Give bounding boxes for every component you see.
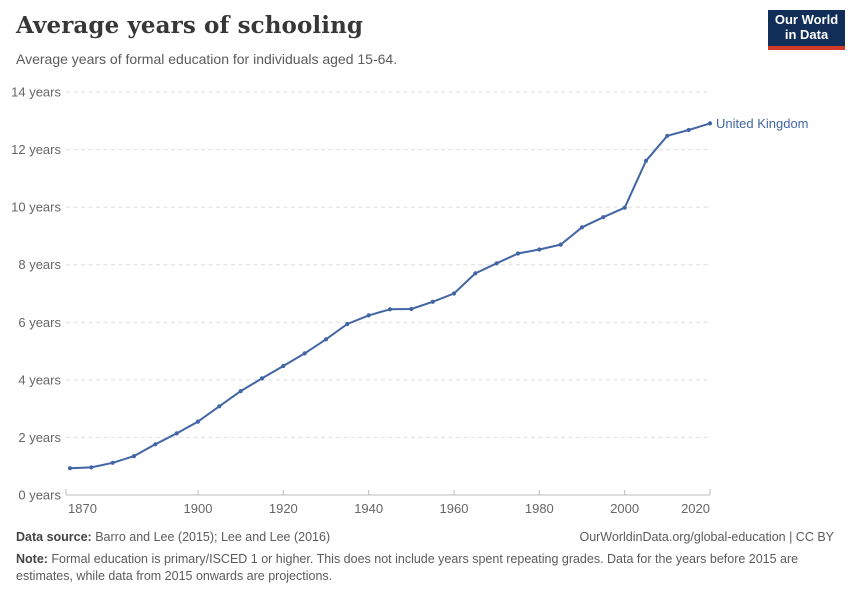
data-point[interactable]	[174, 431, 179, 436]
data-point[interactable]	[217, 404, 222, 409]
data-point[interactable]	[622, 205, 627, 210]
x-tick-label: 1940	[354, 501, 383, 516]
data-source-text: Barro and Lee (2015); Lee and Lee (2016)	[91, 530, 331, 544]
x-tick-label: 1960	[440, 501, 469, 516]
data-point[interactable]	[451, 291, 457, 296]
data-point[interactable]	[110, 460, 115, 465]
y-tick-label: 4 years	[18, 372, 61, 387]
x-tick-label: 1980	[525, 501, 554, 516]
data-point[interactable]	[558, 242, 563, 247]
credit-link[interactable]: OurWorldinData.org/global-education | CC…	[579, 530, 834, 544]
data-point[interactable]	[537, 247, 542, 252]
data-point[interactable]	[579, 225, 585, 230]
data-point[interactable]	[601, 215, 606, 220]
data-point[interactable]	[323, 337, 329, 342]
y-tick-label: 8 years	[18, 257, 61, 272]
page-title: Average years of schooling	[16, 12, 364, 39]
chart-note-label: Note:	[16, 552, 48, 566]
data-point[interactable]	[238, 389, 243, 394]
entity-label[interactable]: United Kingdom	[716, 116, 809, 131]
data-source: Data source: Barro and Lee (2015); Lee a…	[16, 530, 330, 544]
data-point[interactable]	[259, 376, 265, 381]
y-tick-label: 2 years	[18, 430, 61, 445]
data-point[interactable]	[89, 465, 94, 470]
data-point[interactable]	[409, 306, 414, 312]
data-point[interactable]	[473, 271, 478, 276]
data-point[interactable]	[67, 466, 73, 471]
chart-note: Note: Formal education is primary/ISCED …	[16, 551, 834, 584]
y-tick-label: 10 years	[11, 200, 61, 215]
data-point[interactable]	[430, 299, 435, 304]
chart-note-text: Formal education is primary/ISCED 1 or h…	[16, 552, 799, 583]
owid-logo-line1: Our World	[774, 12, 839, 28]
owid-logo-line2: in Data	[784, 27, 829, 42]
data-point[interactable]	[131, 454, 137, 459]
data-line[interactable]	[69, 122, 711, 470]
data-point[interactable]	[515, 251, 521, 256]
x-tick-label: 1870	[68, 501, 97, 516]
data-point[interactable]	[345, 321, 350, 327]
data-point[interactable]	[153, 442, 158, 447]
data-point[interactable]	[707, 121, 713, 126]
data-point[interactable]	[366, 313, 371, 318]
data-point[interactable]	[494, 261, 499, 266]
y-tick-label: 12 years	[11, 142, 61, 157]
x-tick-label: 1920	[269, 501, 298, 516]
x-tick-label: 2000	[610, 501, 639, 516]
data-point[interactable]	[387, 307, 393, 312]
data-source-label: Data source:	[16, 530, 92, 544]
data-point[interactable]	[686, 127, 691, 133]
x-tick-label: 1900	[184, 501, 213, 516]
chart-layers: 0 years 2 years 4 years 6 years 8 years 10 ye…	[11, 85, 713, 516]
data-point[interactable]	[643, 158, 649, 163]
owid-logo[interactable]: Our World in Data	[768, 10, 845, 50]
y-tick-label: 14 years	[11, 85, 61, 100]
y-tick-label: 6 years	[18, 315, 61, 330]
chart-subtitle: Average years of formal education for in…	[16, 51, 398, 67]
data-point[interactable]	[281, 363, 286, 369]
data-point[interactable]	[302, 351, 307, 356]
data-point[interactable]	[195, 419, 201, 424]
data-point[interactable]	[665, 133, 670, 138]
x-tick-label: 2020	[681, 501, 710, 516]
y-tick-label: 0 years	[18, 488, 61, 503]
